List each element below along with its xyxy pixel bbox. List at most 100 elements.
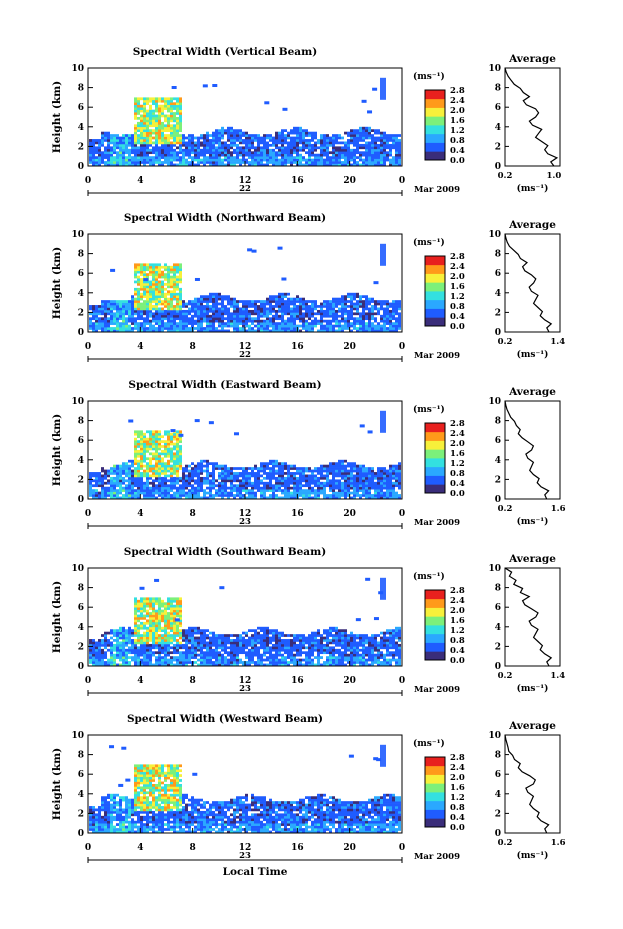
heatmap-cell bbox=[194, 322, 197, 325]
heatmap-cell bbox=[269, 324, 272, 328]
heatmap-cell bbox=[170, 309, 173, 313]
heatmap-cell bbox=[338, 489, 341, 492]
heatmap-cell bbox=[89, 312, 92, 316]
heatmap-cell bbox=[95, 648, 98, 652]
heatmap-cell bbox=[152, 474, 155, 478]
heatmap-cell bbox=[140, 624, 143, 628]
heatmap-cell bbox=[383, 314, 386, 318]
heatmap-cell bbox=[149, 481, 152, 485]
heatmap-cell bbox=[257, 309, 260, 313]
heatmap-cell bbox=[227, 153, 230, 157]
heatmap-cell bbox=[170, 124, 173, 128]
heatmap-cell bbox=[272, 319, 275, 323]
heatmap-cell bbox=[179, 148, 182, 152]
heatmap-cell bbox=[149, 109, 152, 113]
heatmap-cell bbox=[152, 273, 155, 276]
heatmap-cell bbox=[233, 476, 236, 480]
heatmap-cell bbox=[188, 134, 191, 137]
x-tick-label: 0 bbox=[85, 342, 91, 352]
heatmap-cell bbox=[173, 107, 176, 110]
heatmap-cell bbox=[140, 646, 143, 650]
heatmap-cell bbox=[197, 327, 200, 330]
heatmap-cell bbox=[92, 661, 95, 664]
heatmap-cell bbox=[224, 153, 227, 157]
heatmap-cell bbox=[161, 489, 164, 492]
heatmap-cell bbox=[251, 134, 254, 137]
heatmap-cell bbox=[326, 141, 329, 145]
heatmap-cell bbox=[374, 156, 377, 159]
colorbar-tick-label: 2.0 bbox=[450, 106, 465, 116]
heatmap-cell bbox=[389, 312, 392, 316]
heatmap-cell bbox=[236, 158, 239, 162]
heatmap-cell bbox=[131, 656, 134, 659]
heatmap-cell bbox=[143, 599, 146, 603]
heatmap-cell bbox=[146, 97, 149, 101]
heatmap-cell bbox=[215, 302, 218, 306]
heatmap-cell bbox=[122, 639, 125, 642]
heatmap-cell bbox=[389, 469, 392, 473]
heatmap-cell bbox=[398, 319, 401, 323]
heatmap-cell bbox=[140, 634, 143, 637]
heatmap-cell bbox=[179, 450, 182, 453]
x-tick-label: 0 bbox=[399, 509, 405, 519]
heatmap-cell bbox=[146, 476, 149, 480]
heatmap-cell bbox=[131, 496, 134, 500]
heatmap-cell bbox=[179, 457, 182, 461]
heatmap-cell bbox=[140, 148, 143, 152]
heatmap-cell bbox=[281, 156, 284, 159]
heatmap-cell bbox=[320, 153, 323, 157]
heatmap-cell bbox=[170, 472, 173, 475]
heatmap-cell bbox=[341, 156, 344, 159]
heatmap-cell bbox=[110, 309, 113, 313]
heatmap-cell bbox=[248, 327, 251, 330]
heatmap-cell bbox=[101, 634, 104, 637]
heatmap-cell bbox=[182, 300, 185, 303]
heatmap-cell bbox=[299, 131, 302, 135]
heatmap-cell bbox=[212, 131, 215, 135]
heatmap-cell bbox=[356, 141, 359, 145]
heatmap-cell bbox=[329, 305, 332, 308]
heatmap-cell bbox=[323, 474, 326, 478]
heatmap-cell bbox=[179, 146, 182, 150]
heatmap-cell bbox=[251, 474, 254, 478]
heatmap-cell bbox=[218, 329, 221, 333]
heatmap-cell bbox=[164, 476, 167, 480]
heatmap-cell bbox=[116, 481, 119, 485]
heatmap-cell bbox=[146, 114, 149, 118]
heatmap-cell bbox=[131, 163, 134, 167]
heatmap-cell bbox=[290, 151, 293, 155]
heatmap-cell bbox=[185, 329, 188, 333]
heatmap-cell bbox=[134, 656, 137, 659]
heatmap-cell bbox=[101, 476, 104, 480]
heatmap-cell bbox=[284, 153, 287, 157]
heatmap-cell bbox=[386, 474, 389, 478]
heatmap-cell bbox=[245, 300, 248, 303]
heatmap-cell bbox=[143, 292, 146, 296]
heatmap-cell bbox=[245, 474, 248, 478]
heatmap-cell bbox=[101, 139, 104, 142]
heatmap-cell bbox=[272, 309, 275, 313]
heatmap-cell bbox=[194, 277, 200, 281]
heatmap-cell bbox=[245, 472, 248, 475]
heatmap-cell bbox=[269, 307, 272, 311]
heatmap-cell bbox=[329, 156, 332, 159]
heatmap-cell bbox=[392, 139, 395, 142]
heatmap-cell bbox=[167, 139, 170, 142]
heatmap-cell bbox=[371, 158, 374, 162]
heatmap-cell bbox=[170, 104, 173, 108]
heatmap-cell bbox=[209, 494, 212, 497]
heatmap-cell bbox=[200, 153, 203, 157]
heatmap-cell bbox=[371, 136, 374, 140]
heatmap-cell bbox=[308, 307, 311, 311]
heatmap-cell bbox=[101, 467, 104, 470]
heatmap-cell bbox=[161, 153, 164, 157]
heatmap-cell bbox=[92, 314, 95, 318]
heatmap-cell bbox=[137, 270, 140, 274]
heatmap-cell bbox=[263, 148, 266, 152]
heatmap-cell bbox=[335, 486, 338, 490]
heatmap-cell bbox=[122, 489, 125, 492]
heatmap-cell bbox=[185, 319, 188, 323]
heatmap-cell bbox=[224, 307, 227, 311]
heatmap-cell bbox=[131, 481, 134, 485]
heatmap-cell bbox=[134, 97, 137, 101]
